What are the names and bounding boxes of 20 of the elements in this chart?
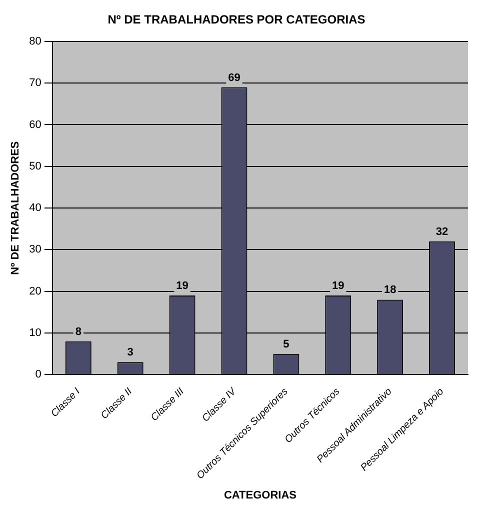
data-label: 3: [127, 346, 134, 359]
data-label: 32: [436, 226, 448, 238]
y-tick-label: 20: [29, 285, 42, 298]
data-label: 19: [332, 280, 344, 292]
chart-title: Nº DE TRABALHADORES POR CATEGORIAS: [108, 12, 366, 27]
data-label: 8: [75, 326, 82, 338]
y-tick-label: 50: [29, 160, 42, 172]
data-label: 19: [176, 280, 188, 292]
y-tick-label: 80: [29, 35, 42, 48]
x-axis-title: CATEGORIAS: [224, 489, 296, 502]
y-tick-label: 70: [29, 77, 42, 90]
data-label: 18: [384, 284, 396, 296]
y-tick-label: 10: [29, 327, 42, 340]
y-tick-label: 60: [29, 118, 42, 131]
data-label: 5: [283, 338, 290, 350]
y-tick-label: 40: [29, 202, 42, 214]
y-tick-label: 0: [35, 368, 42, 381]
y-tick-label: 30: [29, 244, 42, 256]
data-label: 69: [228, 72, 240, 84]
y-axis-title: Nº DE TRABALHADORES: [10, 141, 22, 275]
